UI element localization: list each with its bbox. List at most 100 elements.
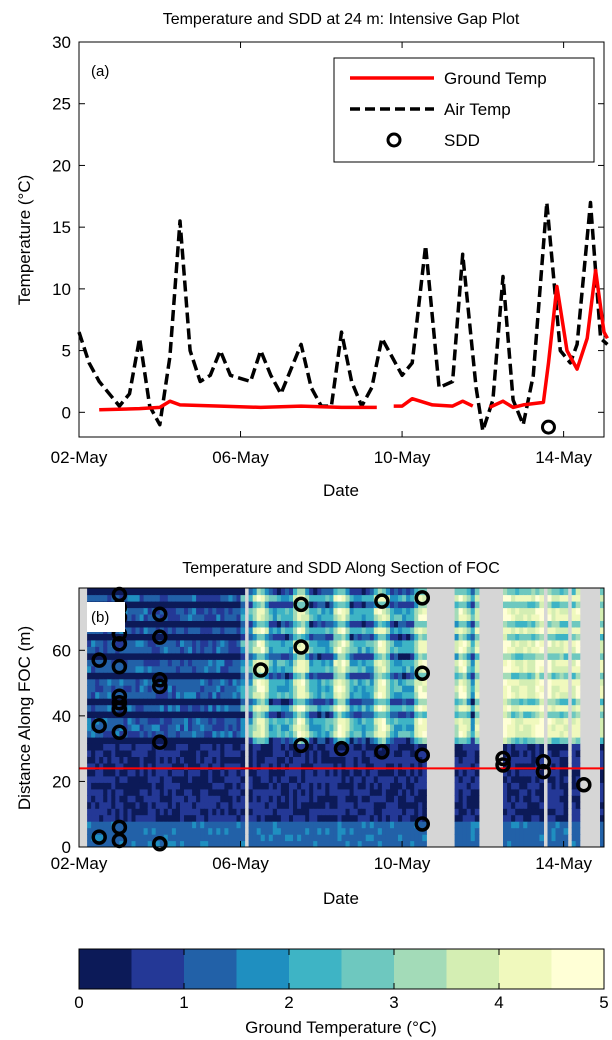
heatmap-cell [341,639,347,647]
heatmap-cell [180,711,185,719]
heatmap-cell [151,639,157,647]
heatmap-cell [515,601,520,609]
heatmap-cell [204,775,209,783]
heatmap-cell [260,749,266,757]
heatmap-cell [305,717,310,725]
heatmap-cell [305,782,310,790]
heatmap-cell [200,613,205,621]
heatmap-cell [155,736,161,744]
heatmap-cell [377,646,383,654]
heatmap-cell [159,646,165,654]
heatmap-cell [361,814,367,822]
heatmap-cell [184,678,189,686]
heatmap-cell [196,814,201,822]
heatmap-cell [297,788,302,796]
heatmap-cell [563,717,569,725]
heatmap-cell [422,659,427,667]
heatmap-cell [208,814,213,822]
heatmap-cell [297,808,302,816]
heatmap-cell [111,769,116,777]
heatmap-cell [220,704,225,712]
heatmap-cell [180,685,185,693]
heatmap-cell [349,646,355,654]
heatmap-cell [256,678,262,686]
heatmap-cell [418,672,423,680]
heatmap-cell [317,588,322,596]
heatmap-cell [268,782,274,790]
heatmap-cell [224,698,229,706]
heatmap-cell [575,749,581,757]
heatmap-cell [337,588,343,596]
heatmap-cell [551,782,557,790]
heatmap-cell [204,827,209,835]
heatmap-cell [555,782,561,790]
heatmap-cell [167,743,173,751]
heatmap-cell [268,698,274,706]
heatmap-cell [539,834,544,842]
heatmap-cell [151,834,157,842]
heatmap-cell [159,613,165,621]
heatmap-cell [256,743,262,751]
heatmap-cell [139,730,145,738]
heatmap-cell [127,639,133,647]
heatmap-cell [268,665,274,673]
heatmap-cell [466,749,472,757]
heatmap-cell [539,801,544,809]
heatmap-cell [507,775,512,783]
panel-b-label: (b) [91,609,109,626]
heatmap-cell [406,652,411,660]
heatmap-cell [329,691,334,699]
heatmap-cell [143,788,149,796]
heatmap-cell [127,704,133,712]
y-tick-label: 0 [62,838,71,857]
heatmap-cell [268,808,274,816]
heatmap-cell [317,659,322,667]
heatmap-cell [256,814,262,822]
heatmap-cell [377,685,383,693]
heatmap-cell [361,808,367,816]
heatmap-cell [289,685,294,693]
heatmap-cell [406,717,411,725]
heatmap-cell [163,698,169,706]
heatmap-cell [369,704,375,712]
heatmap-cell [107,801,112,809]
heatmap-cell [180,678,185,686]
heatmap-cell [458,788,464,796]
heatmap-cell [410,711,415,719]
heatmap-cell [220,588,225,596]
heatmap-cell [418,743,423,751]
heatmap-cell [276,691,282,699]
heatmap-cell [507,588,512,596]
heatmap-cell [305,724,310,732]
heatmap-cell [188,691,193,699]
heatmap-cell [192,626,197,634]
heatmap-cell [523,808,528,816]
heatmap-cell [200,808,205,816]
heatmap-cell [127,834,133,842]
heatmap-cell [159,801,165,809]
heatmap-cell [151,814,157,822]
heatmap-cell [503,646,508,654]
heatmap-cell [220,775,225,783]
heatmap-cell [228,646,233,654]
heatmap-cell [418,788,423,796]
heatmap-cell [381,652,387,660]
heatmap-cell [462,691,468,699]
heatmap-cell [394,749,399,757]
heatmap-cell [256,756,262,764]
x-tick-label: 14-May [535,854,592,873]
heatmap-cell [470,620,476,628]
heatmap-cell [535,652,540,660]
heatmap-cell [200,659,205,667]
heatmap-cell [260,698,266,706]
heatmap-cell [135,601,141,609]
heatmap-cell [264,834,270,842]
heatmap-cell [167,762,173,770]
heatmap-cell [188,652,193,660]
heatmap-cell [196,840,201,847]
heatmap-cell [470,769,476,777]
heatmap-cell [511,633,516,641]
heatmap-cell [325,717,330,725]
heatmap-cell [313,801,318,809]
heatmap-cell [232,639,238,647]
